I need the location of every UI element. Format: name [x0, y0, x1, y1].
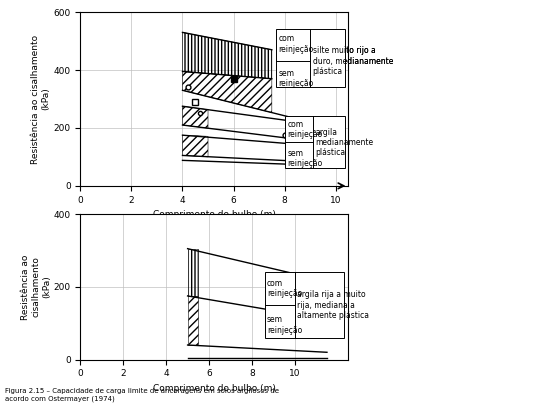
Text: argila rija a muito
rija, mediana a
altamente plástica: argila rija a muito rija, mediana a alta…: [297, 290, 369, 320]
Text: Figura 2.15 – Capacidade de carga limite de ancoragens em solos argilosos de
aco: Figura 2.15 – Capacidade de carga limite…: [5, 389, 279, 402]
Text: sem
reinjeção: sem reinjeção: [278, 69, 314, 88]
Bar: [265, 272, 344, 338]
Text: sem
reinjeção: sem reinjeção: [279, 69, 315, 88]
Bar: [276, 29, 345, 87]
Text: argila
medianamente
plástica: argila medianamente plástica: [315, 128, 374, 157]
Bar: [285, 116, 345, 168]
Text: sem
reinjeção: sem reinjeção: [267, 315, 302, 335]
Text: com
reinjeção: com reinjeção: [267, 279, 302, 299]
Y-axis label: Resistência ao cisalhamento
(kPa): Resistência ao cisalhamento (kPa): [31, 34, 50, 164]
Text: silte muito rijo a
duro, medianamente
plástica: silte muito rijo a duro, medianamente pl…: [312, 46, 393, 76]
Y-axis label: Resistência ao
cisalhamento
(kPa): Resistência ao cisalhamento (kPa): [21, 254, 51, 320]
Text: sem
reinjeção: sem reinjeção: [287, 149, 322, 168]
Text: com
reinjeção: com reinjeção: [287, 120, 322, 139]
X-axis label: Comprimento do bulbo (m): Comprimento do bulbo (m): [153, 384, 276, 393]
X-axis label: Comprimento do bulbo (m): Comprimento do bulbo (m): [153, 210, 276, 219]
Text: com
reinjeção: com reinjeção: [278, 34, 314, 54]
Text: silte muito rijo a
duro, medianamente
plástica: silte muito rijo a duro, medianamente pl…: [312, 46, 393, 76]
Text: com
reinjeção: com reinjeção: [279, 34, 315, 54]
